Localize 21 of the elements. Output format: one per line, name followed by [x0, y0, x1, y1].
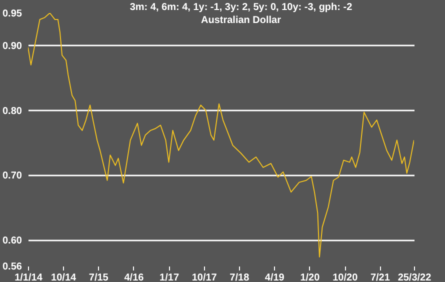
x-tick-label: 1/17 — [160, 272, 180, 282]
x-tick-label: 25/3/22 — [398, 272, 432, 282]
x-tick-label: 4/16 — [124, 272, 144, 282]
x-tick-label: 1/1/14 — [14, 272, 43, 282]
line-series — [28, 13, 414, 258]
x-tick-label: 7/21 — [370, 272, 390, 282]
x-tick-label: 1/20 — [300, 272, 320, 282]
y-tick-label: 0.80 — [2, 106, 22, 117]
y-tick-label: 0.60 — [2, 236, 22, 247]
x-tick-label: 10/14 — [51, 272, 77, 282]
x-tick-label: 10/17 — [192, 272, 218, 282]
y-tick-label: 0.95 — [2, 8, 22, 20]
x-tick-label: 10/20 — [332, 272, 358, 282]
y-tick-label: 0.56 — [2, 262, 22, 272]
x-tick-label: 4/19 — [264, 272, 285, 282]
x-tick-label: 7/15 — [88, 272, 109, 282]
y-tick-label: 0.90 — [2, 40, 22, 52]
chart-title: 3m: 4, 6m: 4, 1y: -1, 3y: 2, 5y: 0, 10y: -3, gph: -2 — [130, 2, 353, 13]
x-tick-label: 7/18 — [230, 272, 250, 282]
y-tick-label: 0.70 — [2, 170, 22, 182]
chart-subtitle: Australian Dollar — [200, 15, 282, 26]
